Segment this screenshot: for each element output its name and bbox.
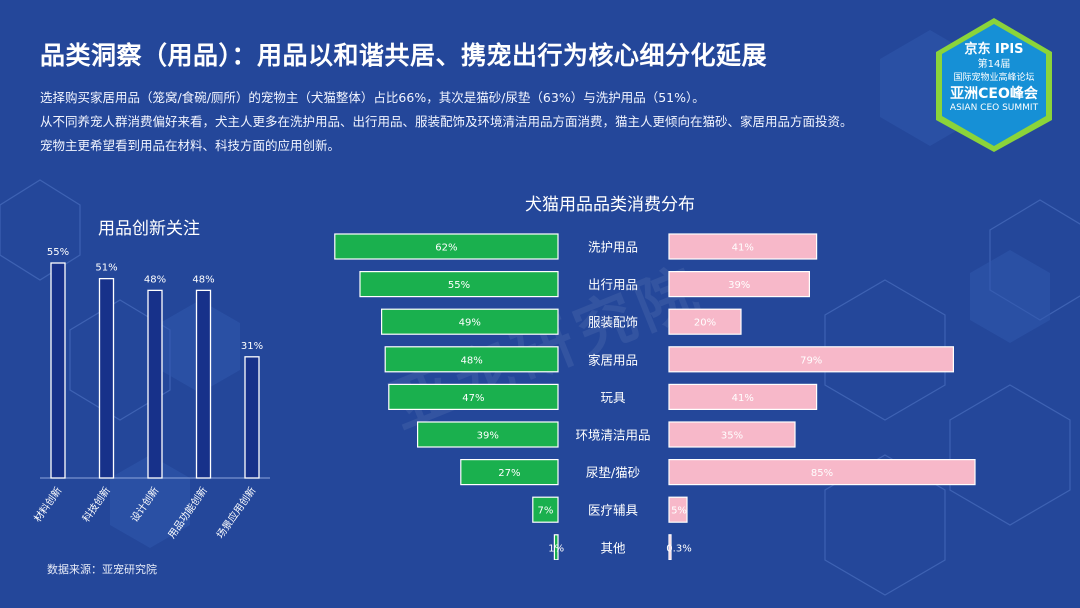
cat-bar xyxy=(668,383,818,410)
cat-bar xyxy=(668,346,954,373)
page-title: 品类洞察（用品）：用品以和谐共居、携宠出行为核心细分化延展 xyxy=(40,41,768,70)
dog-bar xyxy=(416,421,559,448)
badge-line-3: ASIAN CEO SUMMIT xyxy=(949,103,1039,113)
badge-line-2: 亚洲CEO峰会 xyxy=(950,86,1038,102)
category-label: 玩具 xyxy=(600,390,626,405)
dog-value-label: 49% xyxy=(459,318,481,329)
category-label: 出行用品 xyxy=(588,277,638,292)
intro-line-1: 选择购买家居用品（笼窝/食碗/厕所）的宠物主（犬猫整体）占比66%，其次是猫砂/… xyxy=(40,90,705,105)
cat-bar xyxy=(668,270,810,298)
intro-text: 选择购买家居用品（笼窝/食碗/厕所）的宠物主（犬猫整体）占比66%，其次是猫砂/… xyxy=(40,86,920,158)
dog-bar xyxy=(334,233,559,260)
dog-value-label: 55% xyxy=(448,280,470,291)
category-butterfly-chart: 62% 41% 洗护用品 55% 39% 出行用品 49% 20% 服装配饰 48% 79% 家居用品… xyxy=(334,233,976,560)
category-label: 家居用品 xyxy=(588,352,638,367)
category-label: 尿垫/猫砂 xyxy=(586,465,640,480)
cat-value-label: 5% xyxy=(671,506,687,517)
innovation-category-label: 用品功能创新 xyxy=(165,484,210,541)
innovation-value-label: 51% xyxy=(95,263,117,274)
innovation-category-label: 设计创新 xyxy=(128,484,162,524)
dog-bar xyxy=(359,270,559,298)
left-chart-title: 用品创新关注 xyxy=(98,219,200,239)
innovation-value-label: 48% xyxy=(192,274,214,285)
cat-bar xyxy=(668,308,742,335)
dog-bar xyxy=(388,383,559,410)
innovation-bar xyxy=(195,289,212,479)
badge-edition: 第14届 xyxy=(977,59,1011,70)
category-label: 其他 xyxy=(600,540,626,555)
dog-bar xyxy=(532,496,559,523)
badge-hexagon-shape xyxy=(936,18,1052,152)
dog-value-label: 39% xyxy=(477,431,499,442)
cat-bar xyxy=(668,421,796,448)
innovation-bar-chart: 55% 材料创新 51% 科技创新 48% 设计创新 48% 用品功能创新 31% 场景应用创新 xyxy=(31,247,270,541)
category-label: 洗护用品 xyxy=(588,240,638,255)
cat-bar xyxy=(668,496,688,523)
innovation-bar xyxy=(244,356,260,479)
cat-value-label: 0.3% xyxy=(666,543,691,554)
cat-bar xyxy=(668,233,818,260)
right-chart-title: 犬猫用品品类消费分布 xyxy=(525,195,695,215)
innovation-value-label: 48% xyxy=(144,274,166,285)
innovation-value-label: 55% xyxy=(47,247,69,258)
cat-bar xyxy=(668,459,976,486)
category-label: 医疗辅具 xyxy=(588,503,639,518)
dog-bar xyxy=(380,308,559,335)
dog-value-label: 27% xyxy=(498,468,520,479)
cat-value-label: 79% xyxy=(800,355,822,366)
badge-brand: 京东 xyxy=(964,42,991,57)
dog-value-label: 7% xyxy=(537,506,553,517)
category-label: 服装配饰 xyxy=(588,315,638,330)
innovation-category-label: 科技创新 xyxy=(79,484,113,524)
dog-value-label: 62% xyxy=(435,243,457,254)
category-label: 环境清洁用品 xyxy=(575,428,650,443)
cat-bar xyxy=(668,534,672,560)
dog-value-label: 47% xyxy=(462,393,484,404)
cat-value-label: 20% xyxy=(694,318,716,329)
intro-line-2: 从不同养宠人群消费偏好来看，犬主人更多在洗护用品、出行用品、服装配饰及环境清洁用… xyxy=(40,114,853,129)
cat-value-label: 85% xyxy=(811,468,833,479)
innovation-bar xyxy=(147,289,163,479)
innovation-bar xyxy=(50,262,66,479)
innovation-category-label: 材料创新 xyxy=(31,484,65,524)
badge-brand-2: IPIS xyxy=(994,42,1024,57)
cat-value-label: 39% xyxy=(728,280,750,291)
innovation-bar xyxy=(98,277,115,479)
cat-value-label: 35% xyxy=(721,431,743,442)
badge-line-1: 国际宠物业高峰论坛 xyxy=(953,73,1035,83)
dog-value-label: 1% xyxy=(548,543,564,554)
data-source-note: 数据来源：亚宠研究院 xyxy=(47,563,157,576)
intro-line-3: 宠物主更希望看到用品在材料、科技方面的应用创新。 xyxy=(40,138,341,153)
dog-bar xyxy=(384,346,559,373)
summit-logo-badge: 京东 IPIS 第14届 国际宠物业高峰论坛 亚洲CEO峰会 ASIAN CEO… xyxy=(926,16,1062,152)
dog-bar xyxy=(460,459,559,486)
dog-value-label: 48% xyxy=(460,355,482,366)
innovation-category-label: 场景应用创新 xyxy=(213,484,258,541)
cat-value-label: 41% xyxy=(732,393,754,404)
cat-value-label: 41% xyxy=(732,243,754,254)
innovation-value-label: 31% xyxy=(241,341,263,352)
dog-bar xyxy=(553,534,559,560)
